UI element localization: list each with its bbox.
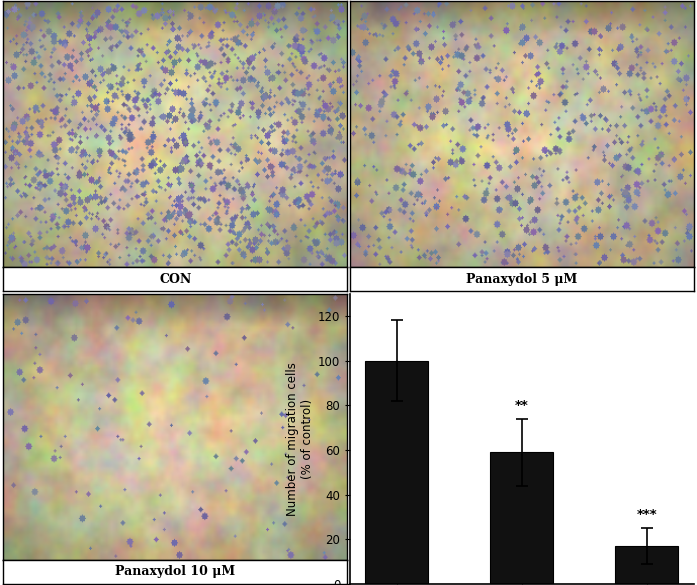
- Bar: [491, 452, 553, 584]
- Text: **: **: [515, 399, 528, 412]
- Text: ***: ***: [636, 508, 657, 521]
- Y-axis label: Number of migration cells
(% of control): Number of migration cells (% of control): [286, 362, 314, 516]
- Text: Panaxydol 10 μM: Panaxydol 10 μM: [115, 565, 236, 578]
- Bar: [615, 546, 678, 584]
- Text: Panaxydol 5 μM: Panaxydol 5 μM: [466, 273, 577, 285]
- Bar: [365, 360, 428, 584]
- Text: CON: CON: [159, 273, 192, 285]
